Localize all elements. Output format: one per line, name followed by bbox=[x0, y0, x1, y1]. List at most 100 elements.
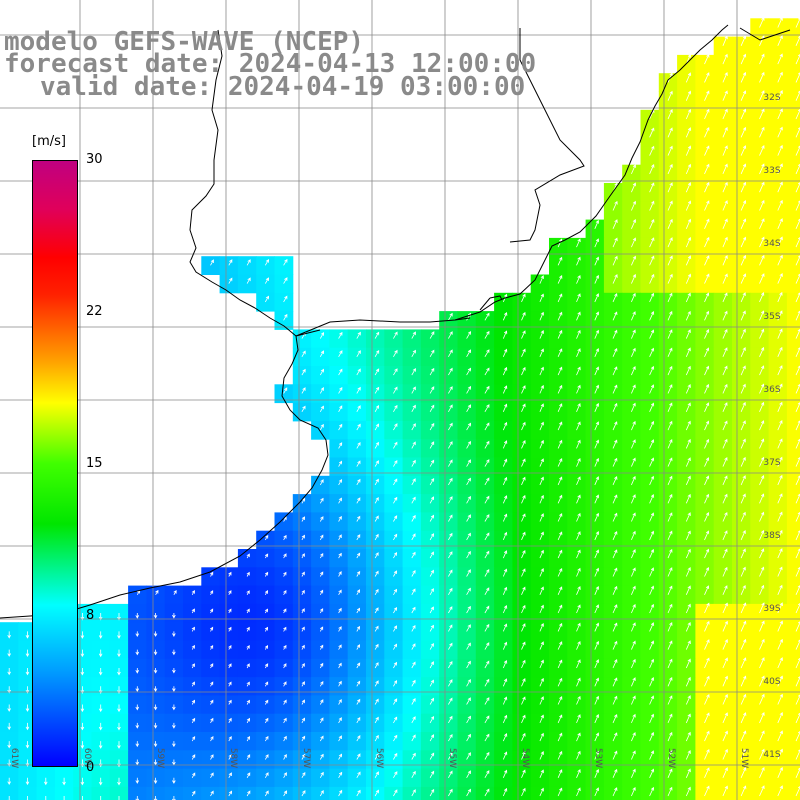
wind-arrow bbox=[759, 785, 765, 797]
wind-cell bbox=[530, 475, 550, 495]
wind-cell bbox=[494, 713, 513, 733]
wind-cell bbox=[750, 329, 770, 349]
wind-arrow bbox=[631, 311, 636, 321]
wind-arrow bbox=[576, 348, 581, 357]
wind-arrow bbox=[667, 347, 673, 357]
wind-arrow bbox=[153, 777, 158, 784]
wind-arrow bbox=[356, 423, 361, 431]
wind-cell bbox=[457, 457, 477, 477]
wind-arrow bbox=[411, 679, 416, 687]
wind-arrow bbox=[209, 644, 214, 650]
wind-arrow bbox=[777, 90, 783, 101]
wind-arrow bbox=[466, 788, 471, 797]
wind-arrow bbox=[722, 620, 728, 632]
wind-cell bbox=[256, 695, 275, 715]
wind-arrow bbox=[704, 402, 710, 412]
wind-cell bbox=[585, 567, 605, 587]
wind-cell bbox=[713, 109, 733, 129]
wind-arrow bbox=[667, 695, 673, 705]
wind-arrow bbox=[246, 553, 250, 559]
wind-cell bbox=[677, 347, 696, 367]
wind-arrow bbox=[319, 350, 325, 357]
wind-cell bbox=[603, 732, 623, 751]
wind-cell bbox=[183, 695, 202, 715]
wind-cell bbox=[183, 677, 202, 696]
wind-cell bbox=[658, 457, 678, 477]
wind-arrow bbox=[759, 602, 765, 614]
wind-cell bbox=[475, 585, 495, 605]
wind-cell bbox=[732, 54, 751, 74]
wind-cell bbox=[439, 750, 458, 770]
wind-cell bbox=[640, 768, 660, 788]
wind-cell bbox=[622, 201, 641, 221]
wind-cell bbox=[658, 237, 678, 257]
wind-arrow bbox=[448, 606, 453, 614]
wind-cell bbox=[786, 36, 800, 56]
wind-cell bbox=[768, 91, 788, 111]
wind-arrow bbox=[448, 752, 453, 760]
wind-arrow bbox=[484, 459, 490, 467]
wind-cell bbox=[494, 347, 513, 367]
lat-label: 32S bbox=[763, 93, 780, 103]
wind-arrow bbox=[411, 569, 416, 577]
wind-arrow bbox=[557, 329, 563, 339]
wind-cell bbox=[786, 567, 800, 587]
wind-arrow bbox=[740, 273, 747, 284]
wind-arrow bbox=[411, 588, 416, 595]
wind-arrow bbox=[172, 686, 176, 692]
wind-cell bbox=[750, 475, 770, 495]
wind-arrow bbox=[393, 331, 398, 339]
wind-arrow bbox=[98, 704, 103, 713]
wind-arrow bbox=[594, 402, 599, 412]
wind-arrow bbox=[612, 750, 618, 760]
wind-cell bbox=[768, 128, 788, 147]
wind-cell bbox=[530, 274, 550, 294]
wind-cell bbox=[603, 237, 623, 257]
wind-arrow bbox=[557, 384, 563, 394]
wind-cell bbox=[750, 128, 770, 147]
wind-arrow bbox=[539, 384, 544, 394]
wind-cell bbox=[750, 603, 770, 623]
wind-cell bbox=[420, 585, 440, 605]
wind-arrow bbox=[80, 668, 85, 676]
lat-label: 37S bbox=[763, 458, 780, 468]
wind-arrow bbox=[411, 716, 416, 724]
wind-arrow bbox=[338, 552, 342, 559]
wind-cell bbox=[658, 128, 678, 147]
wind-cell bbox=[622, 274, 641, 294]
wind-cell bbox=[585, 457, 605, 477]
wind-cell bbox=[219, 585, 239, 605]
colorbar-tick-15: 15 bbox=[86, 456, 103, 471]
wind-arrow bbox=[704, 90, 710, 101]
wind-cell bbox=[439, 347, 458, 367]
wind-cell bbox=[237, 713, 257, 733]
wind-cell bbox=[732, 347, 751, 367]
wind-cell bbox=[786, 274, 800, 294]
wind-cell bbox=[622, 439, 641, 458]
wind-arrow bbox=[25, 777, 30, 786]
wind-arrow bbox=[374, 533, 379, 541]
wind-arrow bbox=[283, 295, 288, 303]
wind-arrow bbox=[722, 200, 728, 211]
wind-arrow bbox=[557, 750, 563, 760]
wind-cell bbox=[622, 420, 641, 440]
wind-cell bbox=[750, 640, 770, 660]
wind-arrow bbox=[356, 716, 361, 724]
wind-arrow bbox=[466, 514, 471, 522]
wind-arrow bbox=[539, 586, 544, 595]
wind-arrow bbox=[704, 620, 710, 632]
wind-cell bbox=[585, 219, 605, 239]
wind-cell bbox=[695, 237, 715, 257]
wind-cell bbox=[274, 695, 294, 715]
wind-arrow bbox=[356, 405, 361, 412]
wind-arrow bbox=[319, 680, 324, 687]
wind-arrow bbox=[209, 608, 214, 614]
wind-arrow bbox=[429, 715, 435, 724]
wind-arrow bbox=[338, 607, 342, 614]
wind-cell bbox=[384, 677, 404, 696]
wind-cell bbox=[585, 603, 605, 623]
wind-cell bbox=[677, 732, 696, 751]
wind-arrow bbox=[740, 254, 747, 266]
wind-arrow bbox=[246, 735, 250, 742]
wind-arrow bbox=[685, 695, 691, 705]
